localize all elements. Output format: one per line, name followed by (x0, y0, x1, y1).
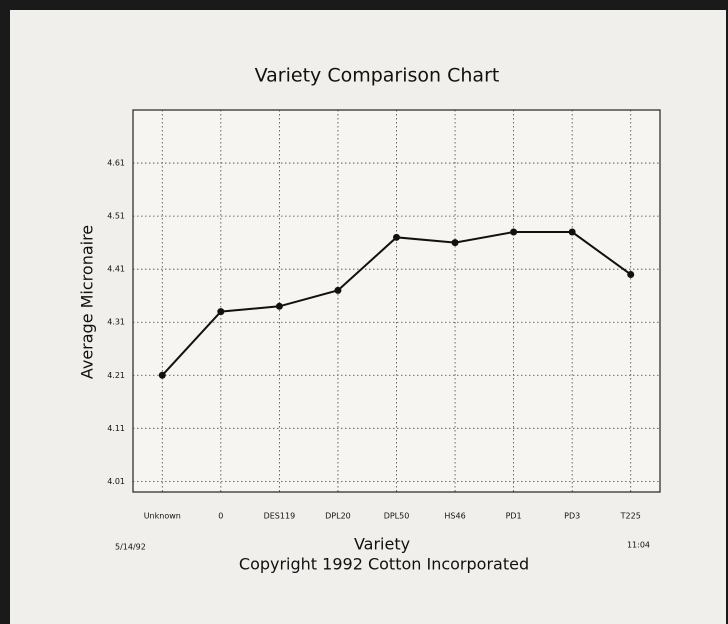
point (451, 239, 459, 247)
x-tick-label: DPL50 (384, 512, 410, 521)
x-axis-label: Variety (354, 535, 410, 554)
x-tick-label: 0 (218, 512, 223, 521)
y-tick-label: 4.41 (107, 265, 125, 274)
x-tick-label: PD3 (564, 512, 580, 521)
y-axis-label: Average Micronaire (78, 225, 97, 379)
x-tick-label: Unknown (144, 512, 181, 521)
y-tick-label: 4.51 (107, 212, 125, 221)
point (568, 228, 576, 236)
y-tick-label: 4.01 (107, 477, 125, 486)
x-tick-label: PD1 (506, 512, 522, 521)
point (158, 371, 166, 379)
point (510, 228, 518, 236)
time: 11:04 (627, 541, 650, 550)
point (217, 308, 225, 316)
x-tick-label: DES119 (264, 512, 296, 521)
plot-area (132, 109, 661, 493)
y-tick-label: 4.61 (107, 159, 125, 168)
x-tick-label: DPL20 (325, 512, 351, 521)
y-tick-label: 4.31 (107, 318, 125, 327)
point (393, 233, 400, 241)
x-tick-label: HS46 (444, 512, 465, 521)
y-tick-label: 4.21 (107, 371, 125, 380)
chart-title: Variety Comparison Chart (255, 65, 500, 87)
footer: Copyright 1992 Cotton Incorporated (239, 555, 529, 574)
y-tick-label: 4.11 (107, 424, 125, 433)
point (275, 302, 283, 310)
date: 5/14/92 (115, 543, 146, 552)
x-tick-label: T225 (620, 512, 641, 521)
point (627, 270, 635, 278)
point (334, 286, 342, 294)
